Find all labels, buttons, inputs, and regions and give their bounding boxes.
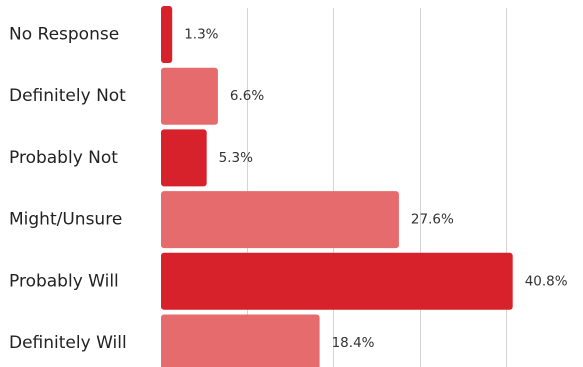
category-label-no-response: No Response: [9, 25, 119, 45]
value-labels: 1.3% 6.6% 5.3% 27.6% 40.8% 18.4%: [184, 27, 568, 352]
bar-probably-not: [161, 129, 207, 187]
value-label-probably-not: 5.3%: [219, 150, 253, 166]
value-label-definitely-will: 18.4%: [332, 335, 375, 351]
category-label-might-unsure: Might/Unsure: [9, 210, 122, 230]
bar-no-response: [161, 6, 173, 63]
category-label-definitely-not: Definitely Not: [9, 86, 126, 106]
value-label-probably-will: 40.8%: [525, 273, 568, 289]
bar-definitely-will: [161, 314, 320, 367]
category-label-probably-will: Probably Will: [9, 271, 119, 291]
bar-definitely-not: [161, 67, 218, 125]
bar-probably-will: [161, 252, 513, 310]
value-label-no-response: 1.3%: [184, 27, 218, 43]
category-label-definitely-will: Definitely Will: [9, 333, 127, 353]
value-label-might-unsure: 27.6%: [411, 212, 454, 228]
bar-might-unsure: [161, 191, 399, 249]
value-label-definitely-not: 6.6%: [230, 88, 264, 104]
bars: [161, 6, 513, 367]
category-labels: No Response Definitely Not Probably Not Mig…: [9, 25, 127, 354]
gridlines: [247, 8, 507, 367]
category-label-probably-not: Probably Not: [9, 148, 118, 168]
